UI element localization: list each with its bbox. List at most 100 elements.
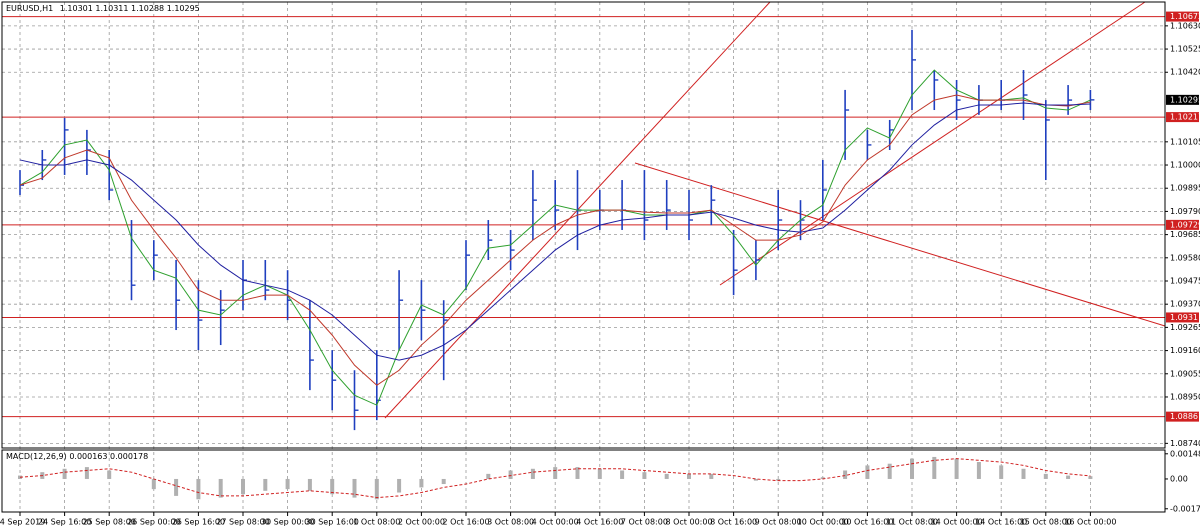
current-price-label: 1.10295 <box>1170 95 1200 104</box>
macd-bar <box>999 465 1004 479</box>
trend-line <box>719 1 1146 286</box>
macd-bar <box>843 470 848 479</box>
x-tick-label: 2 Oct 16:00 <box>442 518 489 527</box>
trend-line <box>634 162 1166 327</box>
x-tick-label: 24 Sep 16:00 <box>38 518 91 527</box>
x-tick-label: 14 Oct 00:00 <box>931 518 983 527</box>
axis-layer: 1.10630 1.10525 1.10420 1.10105 1.10000 1.098… <box>0 11 1200 527</box>
macd-bar <box>397 478 402 493</box>
current-price-box <box>1166 94 1199 105</box>
macd-bar <box>687 473 691 479</box>
signal-value: 0.000178 <box>110 452 148 461</box>
macd-bar <box>954 458 959 479</box>
quote-low: 1.10288 <box>131 4 164 13</box>
macd-bar <box>709 473 714 479</box>
y-tick-label: 1.09790 <box>1170 207 1200 216</box>
level-label-box <box>1166 11 1199 22</box>
y-tick-label: 1.09685 <box>1170 230 1200 239</box>
macd-bar <box>776 478 781 481</box>
macd-bar <box>620 470 625 479</box>
level-label: 1.10672 <box>1170 12 1200 21</box>
macd-bar <box>820 477 825 479</box>
macd-bar <box>374 478 379 500</box>
moving-average <box>19 94 1091 386</box>
quote-open: 1.10301 <box>60 4 93 13</box>
x-tick-label: 30 Sep 16:00 <box>305 518 358 527</box>
level-label: 1.09729 <box>1170 220 1200 229</box>
macd-bar <box>1088 476 1093 479</box>
y-tick-label: 1.10630 <box>1170 21 1200 30</box>
macd-bar <box>887 463 892 479</box>
macd-bar <box>642 472 647 479</box>
y-tick-label: 1.09475 <box>1170 276 1200 285</box>
x-tick-label: 4 Oct 00:00 <box>532 518 579 527</box>
x-tick-label: 30 Sep 00:00 <box>261 518 314 527</box>
chart-title: EURUSD,H1 1.10301 1.10311 1.10288 1.1029… <box>6 4 200 13</box>
plot-layer <box>2 16 1165 500</box>
macd-bar <box>241 478 245 495</box>
macd-bar <box>508 470 513 479</box>
y-tick-label: 1.09580 <box>1170 253 1200 262</box>
grid-layer <box>2 2 1165 512</box>
macd-bar <box>486 473 491 479</box>
macd-bar <box>174 478 179 496</box>
y-tick-label: 1.08950 <box>1170 392 1200 401</box>
macd-bar <box>910 458 914 479</box>
x-tick-label: 15 Oct 08:00 <box>1020 518 1072 527</box>
macd-bar <box>530 468 535 479</box>
y-tick-label: 1.09895 <box>1170 184 1200 193</box>
macd-bar <box>553 467 558 479</box>
x-tick-label: 16 Oct 00:00 <box>1064 518 1116 527</box>
x-tick-label: 10 Oct 00:00 <box>797 518 849 527</box>
macd-bar <box>107 470 112 479</box>
macd-bar <box>263 478 268 491</box>
macd-bar <box>1043 473 1048 479</box>
y-tick-label: 1.09265 <box>1170 323 1200 332</box>
moving-average <box>19 69 1091 406</box>
macd-bar <box>441 478 446 485</box>
macd-bar <box>976 462 981 479</box>
macd-bar <box>84 467 89 479</box>
level-label: 1.08861 <box>1170 412 1200 421</box>
x-tick-label: 3 Oct 08:00 <box>487 518 534 527</box>
level-label-box <box>1166 112 1199 123</box>
x-tick-label: 8 Oct 00:00 <box>665 518 712 527</box>
macd-bar <box>285 478 290 490</box>
x-tick-label: 14 Oct 16:00 <box>975 518 1027 527</box>
y-tick-label: 1.09055 <box>1170 369 1200 378</box>
level-label: 1.0931 <box>1170 313 1198 322</box>
macd-title: MACD(12,26,9) 0.000163 0.000178 <box>6 452 148 461</box>
x-tick-label: 4 Oct 16:00 <box>576 518 623 527</box>
level-label-box <box>1166 411 1199 422</box>
symbol: EURUSD,H1 <box>6 4 53 13</box>
macd-panel-frame <box>1 449 1166 513</box>
y-tick-label: 0.00 <box>1170 474 1188 483</box>
price-panel-frame <box>1 1 1166 449</box>
macd-bar <box>597 468 602 479</box>
x-tick-label: 9 Oct 08:00 <box>755 518 802 527</box>
macd-bar <box>575 467 580 479</box>
y-tick-label: 1.08740 <box>1170 439 1200 448</box>
macd-value: 0.000163 <box>69 452 107 461</box>
x-tick-label: 27 Sep 08:00 <box>216 518 269 527</box>
macd-bar <box>1021 468 1026 479</box>
x-tick-label: 25 Sep 08:00 <box>82 518 135 527</box>
x-tick-label: 1 Oct 08:00 <box>353 518 400 527</box>
macd-bar <box>196 478 201 500</box>
macd-bar <box>1066 475 1071 479</box>
x-tick-label: 2 Oct 00:00 <box>398 518 445 527</box>
macd-bar <box>932 456 937 479</box>
x-tick-label: 26 Sep 00:00 <box>127 518 180 527</box>
x-tick-label: 11 Oct 08:00 <box>886 518 938 527</box>
x-tick-label: 24 Sep 2019 <box>0 518 45 527</box>
quote-high: 1.10311 <box>95 4 128 13</box>
y-tick-label: 1.10420 <box>1170 68 1200 77</box>
macd-name: MACD(12,26,9) <box>6 452 67 461</box>
macd-bar <box>330 478 335 495</box>
quote-close: 1.10295 <box>167 4 200 13</box>
y-tick-label: 1.09370 <box>1170 300 1200 309</box>
y-tick-label: -0.00176 <box>1170 504 1200 513</box>
y-tick-label: 1.10105 <box>1170 137 1200 146</box>
macd-bar <box>18 475 22 479</box>
trend-lines <box>384 1 1166 419</box>
